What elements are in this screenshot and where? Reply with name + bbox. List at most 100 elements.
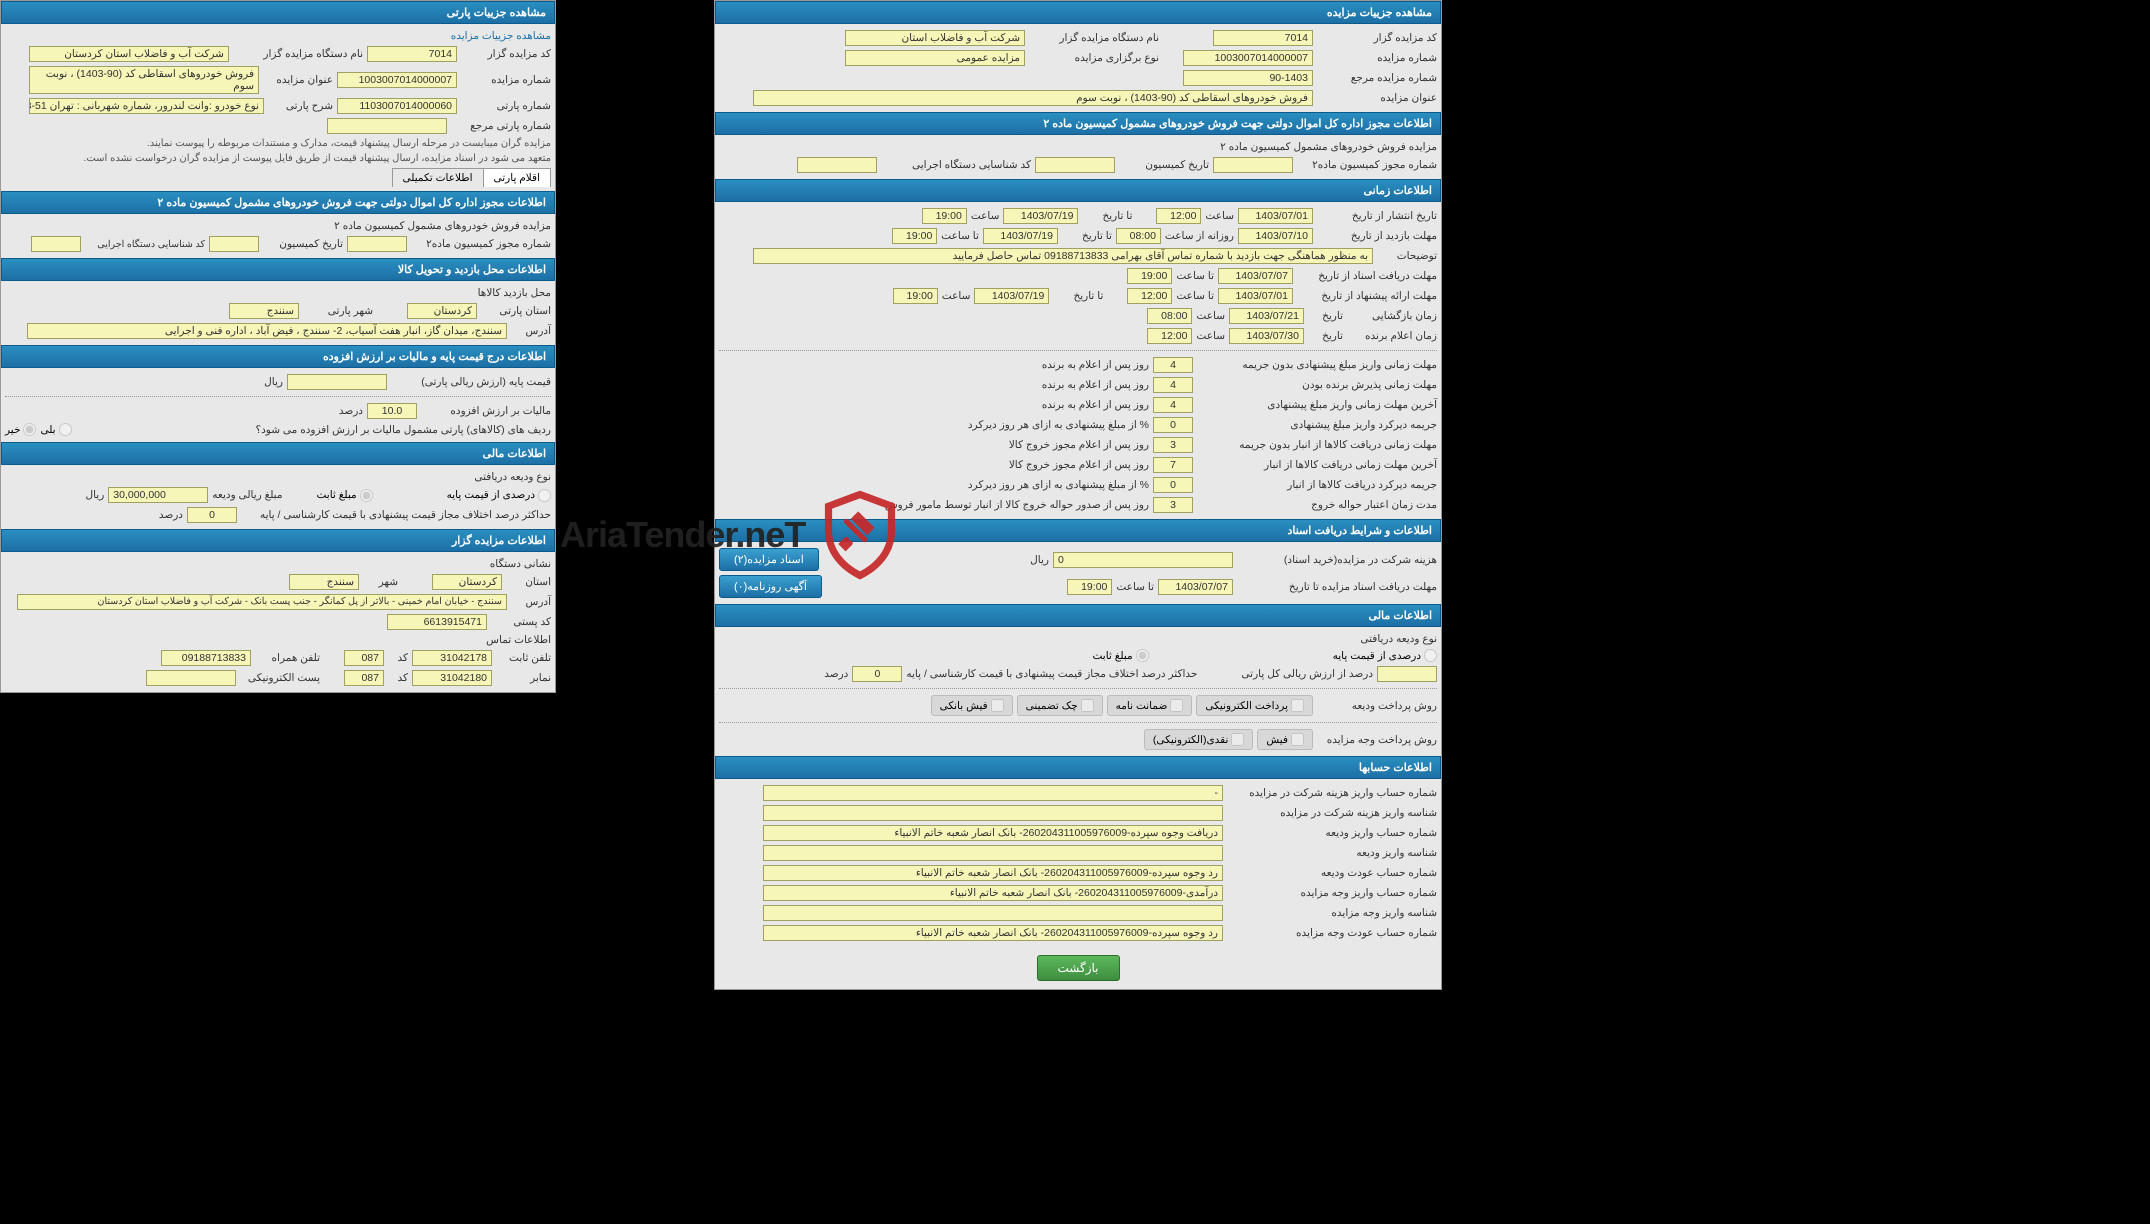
permit-v2 [1035, 157, 1115, 173]
lp-addr-l: آدرس [511, 325, 551, 337]
permit-v1 [1213, 157, 1293, 173]
d4-v8: 3 [1153, 497, 1193, 513]
d4-l4: جریمه دیرکرد واریز مبلغ پیشنهادی [1197, 419, 1437, 431]
field-org-name: شرکت آب و فاضلاب استان [845, 30, 1025, 46]
auction-header: مشاهده جزییات مزایده [715, 1, 1441, 24]
chk-cash[interactable]: نقدی(الکترونیکی) [1144, 729, 1254, 750]
dep-radio-fixed[interactable]: مبلغ ثابت [1092, 649, 1148, 662]
lp-dep-l: نوع ودیعه دریافتی [474, 471, 551, 483]
tosat-ld2: تا ساعت [1116, 581, 1154, 593]
lp-vat-v: 10.0 [367, 403, 417, 419]
d4-s8: روز پس از صدور حواله خروج کالا از انبار … [885, 499, 1149, 511]
d4-l3: آخرین مهلت زمانی واریز مبلغ پیشنهادی [1197, 399, 1437, 411]
vis-d2: 1403/07/19 [983, 228, 1058, 244]
chk-check[interactable]: چک تضمینی [1017, 695, 1103, 716]
time-lo: ساعت [942, 290, 971, 302]
lp-ref-v [327, 118, 447, 134]
acc-l1: شماره حساب واریز هزینه شرکت در مزایده [1227, 787, 1437, 799]
d4-s3: روز پس از اعلام به برنده [1042, 399, 1149, 411]
d4-v2: 4 [1153, 377, 1193, 393]
dep-pct-v [1377, 666, 1437, 682]
acc-l6: شماره حساب واریز وجه مزایده [1227, 887, 1437, 899]
date-l1: تاریخ [1308, 310, 1343, 322]
docs-button[interactable]: اسناد مزایده(۲) [719, 548, 819, 571]
deadline-l: مهلت دریافت اسناد مزایده تا تاریخ [1237, 581, 1437, 593]
lp-phone-v: 31042178 [412, 650, 492, 666]
acc-l8: شماره حساب عودت وجه مزایده [1227, 927, 1437, 939]
lp-sprov-l: استان [506, 576, 551, 588]
acc-v5: رد وجوه سپرده-260204311005976009- بانک ا… [763, 865, 1223, 881]
tab-extra[interactable]: اطلاعات تکمیلی [392, 168, 484, 187]
d4-l5: مهلت زمانی دریافت کالاها از انبار بدون ج… [1197, 439, 1437, 451]
lp-visit-header: اطلاعات محل بازدید و تحویل کالا [1, 258, 555, 281]
lp-post-v: 6613915471 [387, 614, 487, 630]
vis-t1: 08:00 [1116, 228, 1161, 244]
pct-l: درصد [824, 668, 848, 680]
dep-radio-pct[interactable]: درصدی از قیمت پایه [1333, 649, 1437, 662]
acc-l5: شماره حساب عودت ودیعه [1227, 867, 1437, 879]
acc-v8: رد وجوه سپرده-260204311005976009- بانک ا… [763, 925, 1223, 941]
off-t2: 19:00 [893, 288, 938, 304]
lp-permit-header: اطلاعات مجوز اداره کل اموال دولتی جهت فر… [1, 191, 555, 214]
deadline-d: 1403/07/07 [1158, 579, 1233, 595]
lp-contact-l: اطلاعات تماس [486, 634, 551, 646]
field-auction-num: 1003007014000007 [1183, 50, 1313, 66]
date-l2: تاریخ [1308, 330, 1343, 342]
d4-s7: % از مبلغ پیشنهادی به ازای هر روز دیرکرد [968, 479, 1149, 491]
tab-items[interactable]: اقلام پارتی [483, 168, 552, 187]
link-auction-details[interactable]: مشاهده جزییات مزایده [451, 30, 551, 42]
chk-fish[interactable]: فیش [1257, 729, 1313, 750]
lp-price-header: اطلاعات درج قیمت پایه و مالیات بر ارزش ا… [1, 345, 555, 368]
lp-fcode-v: 087 [344, 670, 384, 686]
tosat-lo: تا ساعت [1176, 290, 1214, 302]
d4-v1: 4 [1153, 357, 1193, 373]
d4-v6: 7 [1153, 457, 1193, 473]
lp-title-v: فروش خودروهای اسقاطی کد (90-1403) ، نوبت… [29, 66, 259, 94]
chk-epay[interactable]: پرداخت الکترونیکی [1196, 695, 1313, 716]
party-details-panel: مشاهده جزییات پارتی مشاهده جزییات مزایده… [0, 0, 556, 693]
acc-l7: شناسه واریز وجه مزایده [1227, 907, 1437, 919]
lp-base-l: قیمت پایه (ارزش ریالی پارتی) [391, 376, 551, 388]
radio-no[interactable]: خیر [5, 423, 36, 436]
permit-v3 [797, 157, 877, 173]
lp-diff-v: 0 [187, 507, 237, 523]
off-d1: 1403/07/01 [1218, 288, 1293, 304]
d4-s2: روز پس از اعلام به برنده [1042, 379, 1149, 391]
lp-diffpct: درصد [159, 509, 183, 521]
lp-fax-v: 31042180 [412, 670, 492, 686]
to-l2: تا تاریخ [1062, 230, 1112, 242]
win-l: زمان اعلام برنده [1347, 330, 1437, 342]
dep-l: نوع ودیعه دریافتی [1360, 633, 1437, 645]
chk-receipt[interactable]: فیش بانکی [931, 695, 1013, 716]
time-lo2: ساعت [1196, 310, 1225, 322]
lp-rial2: ریال [85, 489, 104, 501]
lp-saddr-v: سنندج - خیابان امام خمینی - بالاتر از پل… [17, 594, 507, 610]
field-auction-code: 7014 [1213, 30, 1313, 46]
lp-perm-v1 [347, 236, 407, 252]
radio-yes[interactable]: بلی [40, 423, 71, 436]
lp-radio-fixed[interactable]: مبلغ ثابت [316, 489, 372, 502]
lp-code-l: کد [388, 652, 408, 664]
label-auction-num: شماره مزایده [1317, 52, 1437, 64]
diff-l: حداکثر درصد اختلاف مجاز قیمت پیشنهادی با… [906, 668, 1197, 680]
time-l2: ساعت [971, 210, 1000, 222]
lp-desc-l: شرح پارتی [268, 100, 333, 112]
permit-sub: مزایده فروش خودروهای مشمول کمیسیون ماده … [1220, 141, 1437, 153]
off-d2: 1403/07/19 [974, 288, 1049, 304]
lp-fax-l: نمابر [496, 672, 551, 684]
lp-perm-v2 [209, 236, 259, 252]
d4-s1: روز پس از اعلام به برنده [1042, 359, 1149, 371]
acc-v7 [763, 905, 1223, 921]
vis-t2: 19:00 [892, 228, 937, 244]
accounts-header: اطلاعات حسابها [715, 756, 1441, 779]
lp-radio-pct[interactable]: درصدی از قیمت پایه [447, 489, 551, 502]
chk-guarantee[interactable]: ضمانت نامه [1107, 695, 1193, 716]
acc-l4: شناسه واریز ودیعه [1227, 847, 1437, 859]
ads-button[interactable]: آگهی روزنامه(۰) [719, 575, 822, 598]
time-lw: ساعت [1196, 330, 1225, 342]
back-button[interactable]: بازگشت [1037, 955, 1120, 981]
cost-v: 0 [1053, 552, 1233, 568]
lp-party-l: شماره پارتی [461, 100, 551, 112]
lp-email-v [146, 670, 236, 686]
lp-naddr-l: نشانی دستگاه [490, 558, 551, 570]
